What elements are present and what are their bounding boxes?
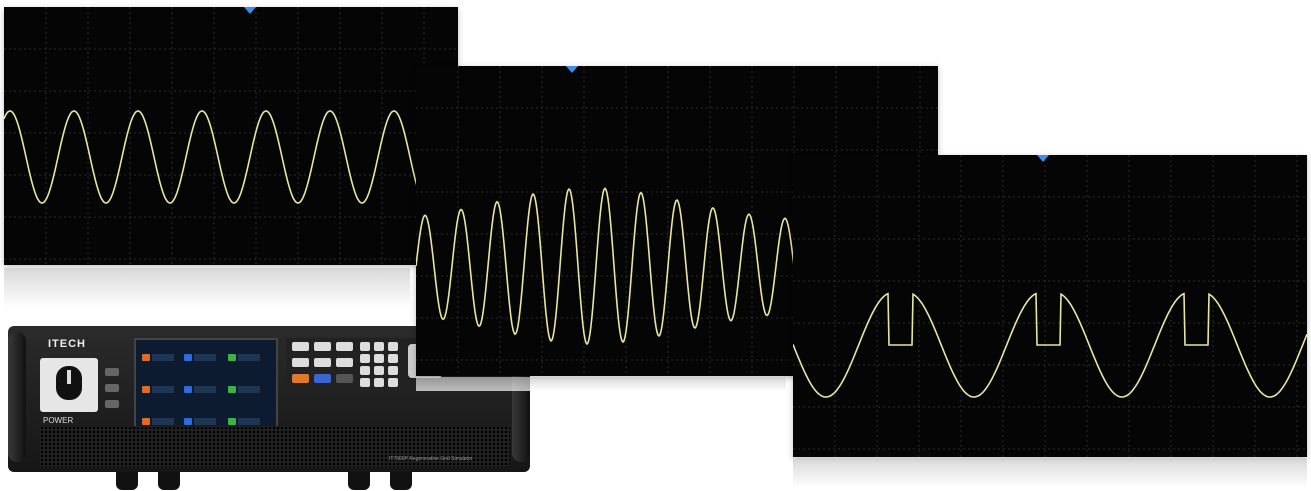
function-key[interactable] bbox=[292, 358, 309, 367]
display-value bbox=[194, 418, 216, 425]
numeric-key[interactable] bbox=[360, 378, 370, 387]
display-value bbox=[238, 418, 260, 425]
scope-1-waveform bbox=[4, 7, 458, 265]
side-key[interactable] bbox=[105, 368, 119, 376]
device-foot bbox=[158, 472, 180, 490]
display-value bbox=[238, 386, 260, 393]
scope-2-reflection bbox=[416, 377, 786, 391]
device-foot bbox=[390, 472, 412, 490]
display-value bbox=[152, 418, 174, 425]
trigger-marker-1 bbox=[244, 7, 256, 14]
on-off-key[interactable] bbox=[292, 374, 309, 383]
side-key[interactable] bbox=[105, 400, 119, 408]
display-cell bbox=[228, 386, 236, 393]
display-cell bbox=[142, 354, 150, 361]
display-cell bbox=[184, 354, 192, 361]
scope-1-reflection bbox=[4, 268, 410, 308]
display-value bbox=[194, 386, 216, 393]
device-display bbox=[134, 338, 278, 442]
oscilloscope-screen-3 bbox=[793, 155, 1307, 457]
left-handle bbox=[8, 332, 26, 462]
numeric-key[interactable] bbox=[388, 354, 398, 363]
display-value bbox=[238, 354, 260, 361]
power-knob-indicator bbox=[67, 370, 71, 384]
display-cell bbox=[142, 418, 150, 425]
numeric-key[interactable] bbox=[360, 342, 370, 351]
esc-key[interactable] bbox=[336, 374, 353, 383]
scope-3-waveform bbox=[793, 155, 1307, 457]
function-key[interactable] bbox=[336, 358, 353, 367]
device-foot bbox=[348, 472, 370, 490]
numeric-key[interactable] bbox=[388, 366, 398, 375]
function-key[interactable] bbox=[314, 358, 331, 367]
side-key[interactable] bbox=[105, 384, 119, 392]
phase-cut-trace bbox=[793, 292, 1307, 398]
power-label: POWER bbox=[43, 416, 74, 425]
trigger-marker-2 bbox=[566, 66, 578, 73]
numeric-key[interactable] bbox=[374, 354, 384, 363]
numeric-key[interactable] bbox=[360, 354, 370, 363]
brand-logo: ITECH bbox=[48, 338, 86, 350]
numeric-key[interactable] bbox=[374, 378, 384, 387]
numeric-key[interactable] bbox=[374, 366, 384, 375]
oscilloscope-screen-1 bbox=[4, 7, 458, 265]
power-knob[interactable] bbox=[56, 366, 82, 400]
sine-trace bbox=[4, 110, 458, 204]
mode-key[interactable] bbox=[314, 374, 331, 383]
function-key[interactable] bbox=[314, 342, 331, 351]
function-key[interactable] bbox=[292, 342, 309, 351]
display-cell bbox=[142, 386, 150, 393]
display-value bbox=[152, 386, 174, 393]
function-key[interactable] bbox=[336, 342, 353, 351]
model-label: IT7900P Regenerative Grid Simulator bbox=[389, 456, 473, 462]
display-cell bbox=[228, 354, 236, 361]
display-value bbox=[152, 354, 174, 361]
numeric-key[interactable] bbox=[360, 366, 370, 375]
display-value bbox=[194, 354, 216, 361]
vent-grille bbox=[40, 426, 510, 466]
device-foot bbox=[116, 472, 138, 490]
scope-3-reflection bbox=[793, 458, 1307, 488]
display-cell bbox=[184, 386, 192, 393]
power-switch-panel bbox=[40, 358, 98, 412]
trigger-marker-3 bbox=[1037, 155, 1049, 162]
display-cell bbox=[228, 418, 236, 425]
display-cell bbox=[184, 418, 192, 425]
numeric-key[interactable] bbox=[374, 342, 384, 351]
numeric-key[interactable] bbox=[388, 378, 398, 387]
numeric-key[interactable] bbox=[388, 342, 398, 351]
